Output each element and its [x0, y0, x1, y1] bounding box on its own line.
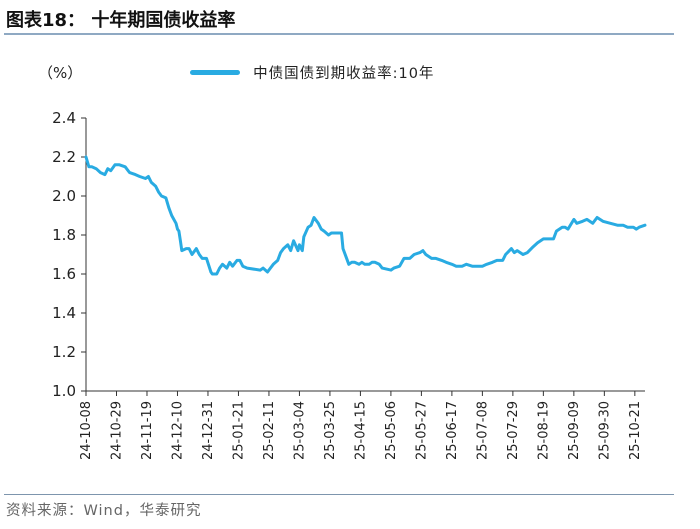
chart-legend: 中债国债到期收益率:10年 [190, 62, 434, 82]
y-axis-ticks: 1.0 1.2 1.4 1.6 1.8 2.0 2.2 2.4 [52, 109, 86, 400]
y-tick-label: 2.4 [52, 109, 76, 127]
x-tick-label: 25-07-29 [506, 401, 521, 460]
x-tick-label: 25-01-21 [231, 401, 246, 460]
footer-divider [4, 494, 674, 495]
x-tick-label: 24-12-31 [201, 401, 216, 460]
x-tick-label: 25-09-09 [567, 401, 582, 460]
y-axis-unit-label: （%） [38, 64, 83, 82]
y-tick-label: 1.2 [52, 343, 76, 361]
y-tick-label: 2.2 [52, 148, 76, 166]
y-tick-label: 1.0 [52, 382, 76, 400]
y-tick-label: 2.0 [52, 187, 76, 205]
x-tick-label: 24-10-29 [109, 401, 124, 460]
x-tick-label: 25-07-08 [475, 401, 490, 460]
legend-entry-label: 中债国债到期收益率:10年 [253, 66, 435, 82]
title-divider [4, 33, 674, 35]
y-tick-label: 1.4 [52, 304, 76, 322]
chart-header: 图表18： 十年期国债收益率 [0, 0, 700, 35]
x-axis-ticks: 24-10-08 24-10-29 24-11-19 24-12-10 24-12-31… [79, 391, 643, 460]
x-tick-label: 24-12-10 [170, 401, 185, 460]
x-tick-label: 24-11-19 [140, 401, 155, 460]
y-tick-label: 1.6 [52, 265, 76, 283]
x-tick-label: 25-09-30 [597, 401, 612, 460]
x-tick-label: 25-08-19 [536, 401, 551, 460]
x-tick-label: 25-02-11 [262, 401, 277, 460]
source-note: 资料来源：Wind，华泰研究 [6, 503, 202, 519]
chart-title: 图表18： 十年期国债收益率 [6, 10, 236, 31]
y-tick-label: 1.8 [52, 226, 76, 244]
x-tick-label: 25-05-06 [384, 401, 399, 460]
legend-line-swatch [190, 70, 240, 75]
x-tick-label: 25-10-21 [628, 401, 643, 460]
chart-axes [85, 118, 645, 392]
x-tick-label: 25-05-27 [414, 401, 429, 460]
x-tick-label: 25-03-25 [323, 401, 338, 460]
x-tick-label: 25-04-15 [353, 401, 368, 460]
series-line-0 [84, 155, 647, 276]
line-chart: 1.0 1.2 1.4 1.6 1.8 2.0 2.2 2.4 24-10-08 24-10-2… [52, 109, 647, 460]
x-tick-label: 25-03-04 [292, 401, 307, 460]
x-tick-label: 24-10-08 [79, 401, 94, 460]
series-layer [84, 155, 647, 276]
x-tick-label: 25-06-17 [445, 401, 460, 460]
